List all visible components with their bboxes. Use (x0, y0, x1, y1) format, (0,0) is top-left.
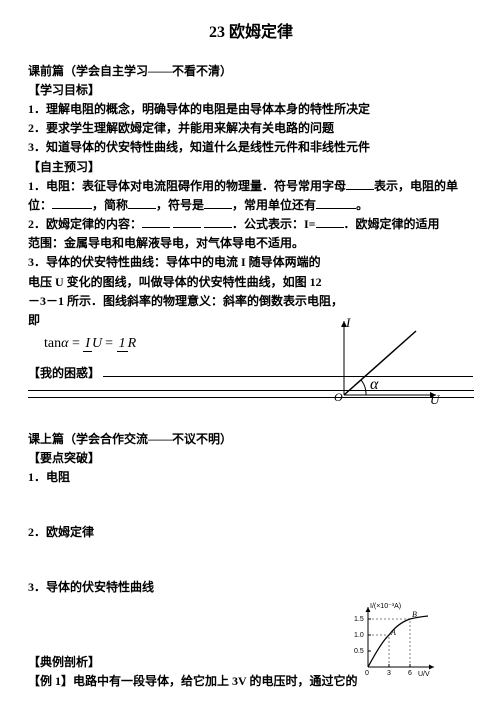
goal-2: 2．要求学生理解欧姆定律，并能用来解决有关电路的问题 (28, 119, 474, 138)
preview-2: 2．欧姆定律的内容： ．公式表示：I= ．欧姆定律的适用 (28, 215, 474, 234)
blank (204, 217, 232, 228)
preview-3c: －3－1 所示．图线斜率的物理意义：斜率的倒数表示电阻， (28, 292, 348, 311)
example-1: 【例 1】电路中有一段导体，给它加上 3V 的电压时，通过它的 (28, 672, 368, 691)
goal-1: 1．理解电阻的概念，明确导体的电阻是由导体本身的特性所决定 (28, 100, 474, 119)
p1b: 表示，电阻的单 (374, 179, 458, 193)
preview-heading: 【自主预习】 (28, 158, 474, 175)
point-a: A (390, 628, 396, 637)
u-axis-label: U (430, 392, 441, 405)
goal-3: 3．知道导体的伏安特性曲线，知道什么是线性元件和非线性元件 (28, 138, 474, 157)
xtick-0: 0 (365, 670, 369, 677)
ytick-1: 1.0 (354, 632, 364, 639)
p2c: ．欧姆定律的适用 (344, 217, 440, 231)
frac-U: U (92, 336, 102, 351)
preview-1-cont: 位： ，简称 ，符号是 ，常用单位还有 。 (28, 196, 474, 215)
x-axis-label: U/V (418, 671, 430, 678)
key-1: 1．电阻 (28, 468, 474, 487)
page-title: 23 欧姆定律 (28, 18, 474, 42)
p1f: ，常用单位还有 (232, 198, 316, 212)
xtick-2: 6 (408, 670, 412, 677)
key-2: 2．欧姆定律 (28, 523, 474, 542)
point-b: B (412, 610, 417, 619)
p1a: 1．电阻：表征导体对电流阻碍作用的物理量．符号常用字母 (28, 179, 346, 193)
y-axis-label: I/(×10⁻³A) (370, 603, 401, 610)
blank (316, 198, 356, 209)
key-heading: 【要点突破】 (28, 449, 474, 466)
blank (52, 198, 92, 209)
origin-label: O (334, 390, 343, 404)
blank (346, 179, 374, 190)
alpha-label: α (370, 376, 379, 393)
p1c: 位： (28, 198, 52, 212)
blank (316, 217, 344, 228)
preview-1: 1．电阻：表征导体对电流阻碍作用的物理量．符号常用字母 表示，电阻的单 (28, 177, 474, 196)
p1g: 。 (356, 198, 368, 212)
eq: = (68, 336, 83, 351)
p2b: ．公式表示：I= (232, 217, 316, 231)
tan: tan (44, 336, 61, 351)
ytick-0: 0.5 (354, 648, 364, 655)
blank (173, 217, 201, 228)
iu-curve-graph: A B I/(×10⁻³A) U/V 0.5 1.0 1.5 0 3 6 (348, 601, 440, 679)
eq2: = (105, 336, 116, 351)
p2a: 2．欧姆定律的内容： (28, 217, 142, 231)
p1e: ，符号是 (156, 198, 204, 212)
key-3: 3．导体的伏安特性曲线 (28, 578, 474, 597)
section-in-heading: 课上篇（学会合作交流——不议不明） (28, 430, 474, 447)
preview-3a: 3．导体的伏安特性曲线：导体中的电流 I 随导体两端的 (28, 253, 348, 272)
p1d: ，简称 (92, 198, 128, 212)
frac-1: 1 (117, 336, 128, 352)
confuse-h: 【我的困惑】 (28, 366, 100, 380)
frac-R: R (128, 336, 137, 351)
section-pre-heading: 课前篇（学会自主学习——不看不清） (28, 62, 474, 79)
iv-graph: α O I U (332, 317, 442, 405)
blank (204, 198, 232, 209)
frac-I: I (83, 336, 92, 352)
preview-3d: 即 (28, 311, 348, 330)
goals-heading: 【学习目标】 (28, 81, 474, 98)
ytick-2: 1.5 (354, 616, 364, 623)
blank (142, 217, 170, 228)
blank (128, 198, 156, 209)
i-axis-label: I (345, 317, 351, 330)
xtick-1: 3 (387, 670, 391, 677)
preview-2-cont: 范围：金属导电和电解液导电，对气体导电不适用。 (28, 234, 474, 253)
preview-3b: 电压 U 变化的图线，叫做导体的伏安特性曲线，如图 12 (28, 273, 348, 292)
